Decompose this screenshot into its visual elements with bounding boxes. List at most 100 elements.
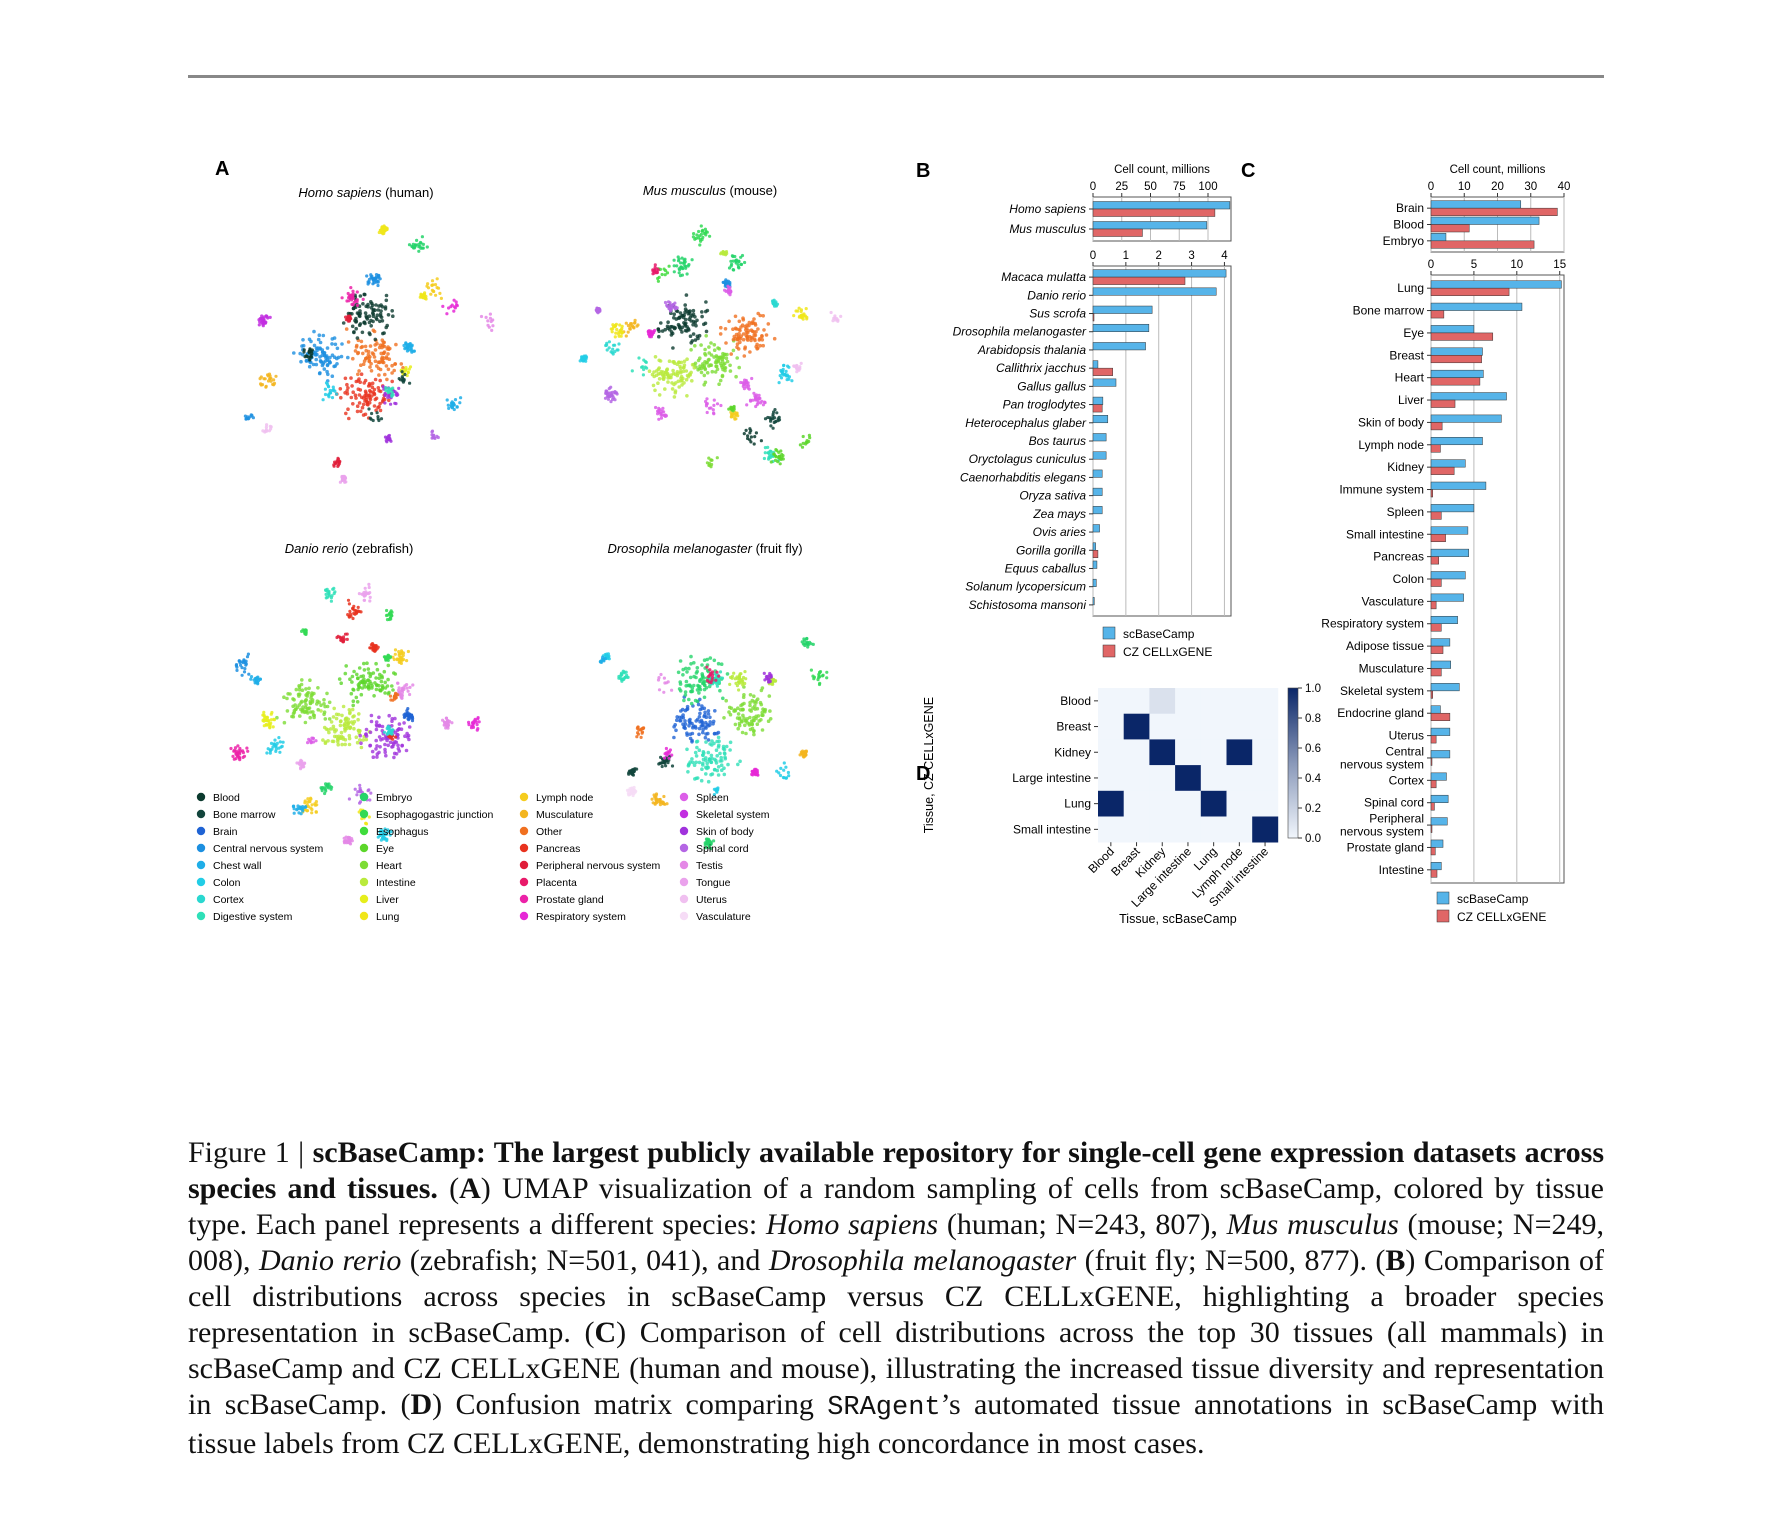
umap-cell [702,322,706,327]
umap-cell [688,736,693,741]
umap-cell [374,303,378,307]
category-label: Breast [1389,348,1424,362]
umap-cell [375,755,379,759]
umap-cell [321,398,325,402]
umap-cell [695,776,700,780]
umap-cell [760,686,765,690]
umap-cell [312,343,317,348]
umap-cell [711,719,716,724]
umap-cell [356,676,360,681]
umap-cell [641,365,645,369]
umap-cell [343,671,348,676]
colorbar-tick-label: 0.6 [1305,743,1321,755]
umap-cell [698,720,702,724]
heatmap-cell [1252,790,1279,817]
umap-cell [375,411,379,415]
tick-label: 5 [1471,259,1477,271]
bar-czcellxgene [1092,313,1095,322]
umap-cell [382,356,386,361]
umap-cell [785,378,789,382]
umap-cell [348,726,352,731]
umap-cell [703,725,708,729]
umap-cell [377,418,381,423]
umap-cell [657,358,661,363]
bar-czcellxgene [1430,310,1445,319]
umap-cell [628,787,632,791]
umap-cell [794,309,798,313]
umap-cell [797,315,802,319]
legend-label: Heart [376,860,402,872]
umap-cell [361,402,366,407]
umap-cell [687,666,691,671]
umap-cell [739,334,743,338]
umap-cell [697,366,702,371]
umap-cell [662,676,666,680]
umap-cell [376,360,381,364]
umap-cell [743,670,747,674]
umap-cell [368,798,372,802]
umap-cell [728,280,732,285]
bar-scbasecamp [1092,287,1217,296]
umap-cell [731,327,735,331]
umap-cell [357,712,361,716]
heatmap-cell [1252,816,1279,843]
heatmap-cell [1252,713,1279,740]
umap-cell [636,731,640,735]
umap-cell [763,446,768,450]
umap-cell [383,742,387,747]
umap-cell [689,662,693,666]
umap-cell [617,342,621,346]
umap-cell [417,249,421,253]
umap-cell [303,720,308,725]
category-label: Spleen [1387,505,1424,519]
umap-cell [232,757,236,761]
caption-n-dr: (zebrafish; N=501, 041), and [401,1244,769,1277]
umap-cell [453,398,458,402]
umap-cell [358,311,363,316]
umap-cell [236,744,240,748]
umap-panel-mouse: Mus musculus (mouse) [578,183,843,469]
umap-cell [630,369,634,373]
umap-cell [695,666,700,670]
umap-cell [603,396,608,400]
umap-cell [355,336,360,340]
umap-cell [620,326,624,331]
bar-scbasecamp [1092,342,1146,351]
bar-czcellxgene [1430,422,1443,431]
umap-cell [338,723,343,728]
umap-cell [619,671,624,675]
umap-cell [640,730,645,734]
umap-cell [343,742,347,747]
legend-swatch [196,826,206,836]
legend-label: Esophagus [376,826,429,838]
umap-cell [665,303,669,307]
umap-cell [265,751,269,755]
umap-cell [750,722,754,727]
umap-cell [397,386,401,390]
umap-cell [739,703,743,708]
umap-cell [357,393,362,397]
umap-cell [713,370,718,374]
umap-cell [749,435,754,439]
umap-cell [354,611,358,615]
umap-cell [445,312,449,316]
bar-scbasecamp [1092,487,1103,496]
umap-scatter-mouse [578,224,843,469]
umap-cell [748,427,752,431]
umap-cell [484,315,488,319]
umap-cell [358,786,362,790]
legend-swatch [1102,644,1116,658]
umap-cell [434,293,438,297]
umap-cell [377,676,382,680]
umap-cell [704,732,708,736]
umap-cell [367,314,372,318]
umap-cell [672,725,676,729]
umap-cell [277,736,281,740]
umap-cell [314,810,318,814]
umap-cell [749,336,753,340]
umap-cell [766,719,771,723]
umap-cell [363,389,368,394]
umap-cell [679,379,683,383]
umap-cell [771,426,775,430]
umap-cell [715,754,719,758]
